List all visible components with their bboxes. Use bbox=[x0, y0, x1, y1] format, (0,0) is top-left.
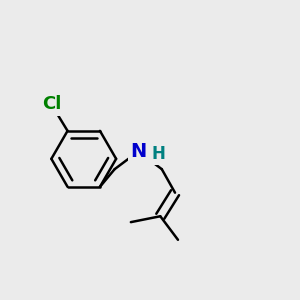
Text: Cl: Cl bbox=[42, 95, 61, 113]
Text: H: H bbox=[151, 145, 165, 163]
Text: N: N bbox=[130, 142, 146, 161]
